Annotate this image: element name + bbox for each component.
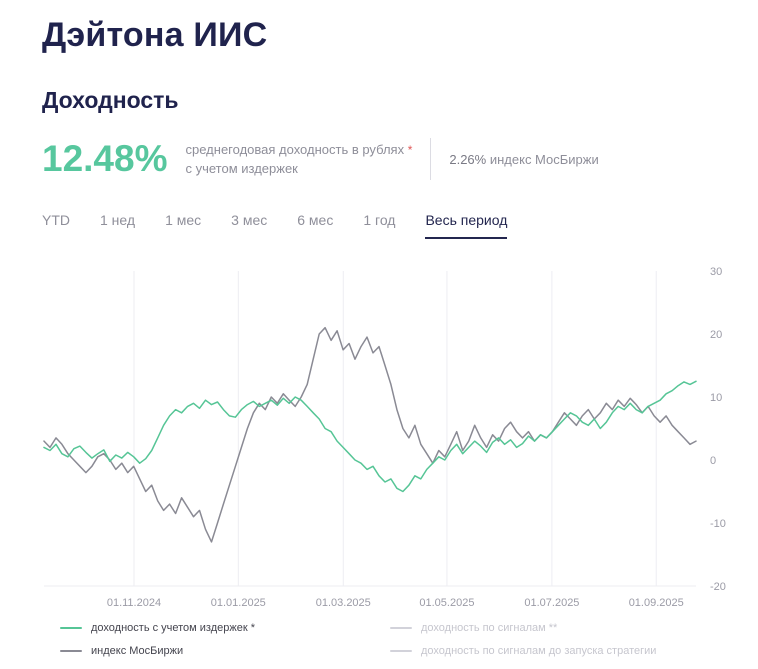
footnote-asterisk: *: [407, 142, 413, 157]
performance-chart-svg[interactable]: 01.11.2024 01.01.2025 01.03.2025 01.05.2025…: [42, 261, 744, 613]
tab-3-months[interactable]: 3 мес: [231, 212, 268, 228]
svg-text:-10: -10: [710, 518, 726, 530]
svg-text:10: 10: [710, 392, 722, 404]
svg-text:01.11.2024: 01.11.2024: [107, 597, 161, 609]
green-line-swatch-icon: [60, 627, 82, 629]
gray-line-swatch-icon: [60, 650, 82, 652]
svg-text:01.05.2025: 01.05.2025: [419, 597, 474, 609]
index-return-label: индекс МосБиржи: [489, 151, 599, 167]
legend-item-signal-return-prelaunch[interactable]: доходность по сигналам до запуска страте…: [390, 645, 734, 657]
index-return: 2.26% индекс МосБиржи: [449, 152, 598, 167]
page-title: Дэйтона ИИС: [42, 16, 268, 54]
period-tabs: YTD 1 нед 1 мес 3 мес 6 мес 1 год Весь п…: [42, 212, 734, 239]
section-title: Доходность: [42, 87, 179, 113]
stats-divider: [430, 138, 432, 180]
svg-text:0: 0: [710, 455, 716, 467]
main-return-label: среднегодовая доходность в рублях * с уч…: [186, 140, 413, 179]
svg-text:01.07.2025: 01.07.2025: [524, 597, 579, 609]
legend-label: доходность по сигналам **: [421, 622, 558, 634]
legend-item-return-with-costs[interactable]: доходность с учетом издержек *: [60, 622, 390, 634]
legend-label: доходность с учетом издержек *: [91, 622, 256, 634]
main-return-label-line2: с учетом издержек: [185, 161, 298, 176]
legend-item-moex-index[interactable]: индекс МосБиржи: [60, 645, 390, 657]
tab-all-period[interactable]: Весь период: [425, 212, 508, 239]
legend-item-signal-return[interactable]: доходность по сигналам **: [390, 622, 734, 634]
svg-text:-20: -20: [710, 581, 726, 593]
tab-1-year[interactable]: 1 год: [363, 212, 396, 228]
svg-text:30: 30: [710, 266, 722, 278]
svg-text:01.01.2025: 01.01.2025: [211, 597, 266, 609]
main-return-label-line1: среднегодовая доходность в рублях: [185, 141, 405, 157]
legend-label: доходность по сигналам до запуска страте…: [421, 645, 657, 657]
legend-label: индекс МосБиржи: [91, 645, 184, 657]
tab-1-week[interactable]: 1 нед: [100, 212, 136, 228]
stats-row: 12.48% среднегодовая доходность в рублях…: [42, 138, 734, 180]
performance-chart[interactable]: 01.11.2024 01.01.2025 01.03.2025 01.05.2025…: [42, 261, 734, 618]
main-return-value: 12.48%: [42, 138, 168, 179]
tab-ytd[interactable]: YTD: [42, 212, 70, 228]
chart-legend: доходность с учетом издержек * доходност…: [42, 622, 734, 669]
svg-text:01.03.2025: 01.03.2025: [316, 597, 371, 609]
gray-line-swatch-icon: [390, 650, 412, 652]
gray-line-swatch-icon: [390, 627, 412, 629]
svg-text:20: 20: [710, 329, 722, 341]
tab-1-month[interactable]: 1 мес: [165, 212, 202, 228]
tab-6-months[interactable]: 6 мес: [297, 212, 334, 228]
index-return-value: 2.26%: [449, 151, 487, 167]
svg-text:01.09.2025: 01.09.2025: [629, 597, 684, 609]
